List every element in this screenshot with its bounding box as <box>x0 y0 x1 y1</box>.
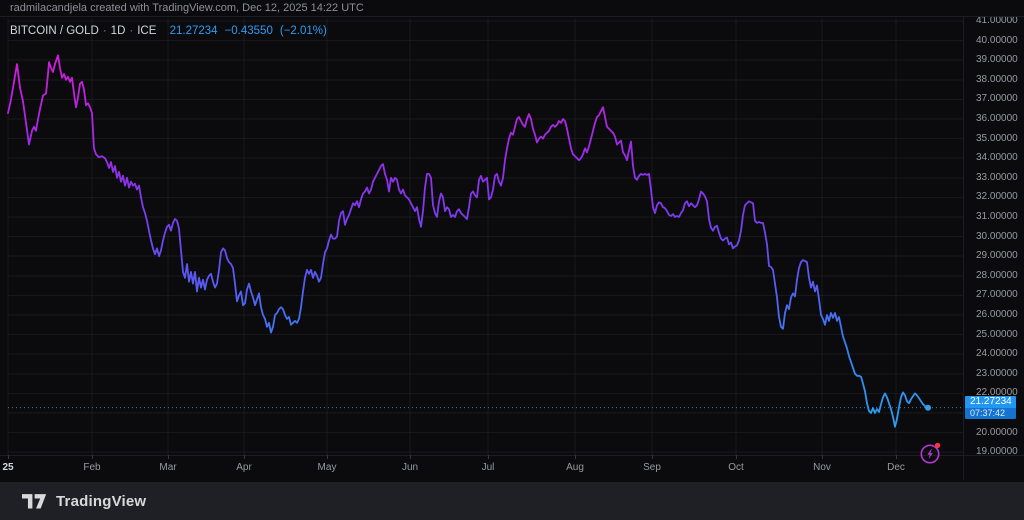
price-scale-separator <box>963 17 964 480</box>
price-change-percent: (−2.01%) <box>279 25 327 37</box>
time-scale-label: Apr <box>236 462 252 473</box>
time-scale-label: Jul <box>481 462 495 473</box>
price-line-series <box>7 54 929 428</box>
time-scale-tick <box>327 455 328 459</box>
last-price-values: 21.27234 −0.43550 (−2.01%) <box>170 25 334 37</box>
price-scale-label: 31.00000 <box>976 211 1018 222</box>
time-scale-label: Aug <box>566 462 584 473</box>
time-scale-label: Sep <box>643 462 661 473</box>
time-scale-label: 25 <box>2 462 14 473</box>
price-scale-label: 19.00000 <box>976 446 1018 458</box>
last-price-axis-label: 21.27234 07:37:42 <box>965 395 1016 419</box>
notification-dot <box>934 442 941 449</box>
price-scale-label: 32.00000 <box>976 191 1018 203</box>
last-price-axis-value: 21.27234 <box>965 395 1016 408</box>
exchange-label: ICE <box>137 25 157 37</box>
time-scale-tick <box>8 455 9 459</box>
price-scale-label: 41.00000 <box>976 15 1018 26</box>
time-scale-tick <box>244 455 245 459</box>
price-scale-label: 33.00000 <box>976 171 1018 183</box>
tradingview-brand-text[interactable]: TradingView <box>56 492 147 510</box>
price-scale-label: 26.00000 <box>976 309 1018 320</box>
price-scale-label: 30.00000 <box>976 230 1018 242</box>
price-scale-label: 40.00000 <box>976 34 1018 46</box>
lightning-icon <box>920 442 941 464</box>
time-scale-tick <box>575 455 576 459</box>
price-scale-label: 29.00000 <box>976 250 1018 262</box>
symbol-legend: BITCOIN / GOLD · 1D · ICE 21.27234 −0.43550 (−… <box>10 25 334 37</box>
last-price: 21.27234 <box>169 25 218 37</box>
price-scale-label: 38.00000 <box>976 73 1018 85</box>
price-scale-label: 27.00000 <box>976 289 1018 301</box>
time-scale-tick <box>168 455 169 459</box>
time-scale-label: Dec <box>887 462 905 473</box>
time-scale-label: Mar <box>159 462 177 473</box>
time-scale-label: Nov <box>813 462 831 473</box>
symbol-title[interactable]: BITCOIN / GOLD · 1D · ICE <box>10 25 157 37</box>
time-scale-tick <box>896 455 897 459</box>
footer-bar: TradingView <box>0 482 1024 520</box>
time-scale-tick <box>652 455 653 459</box>
price-scale-label: 24.00000 <box>976 348 1018 360</box>
price-scale-label: 22.00000 <box>976 387 1018 399</box>
bar-close-countdown: 07:37:42 <box>965 407 1016 419</box>
time-scale-separator <box>0 455 1024 456</box>
time-scale-tick <box>736 455 737 459</box>
lightning-alert-button[interactable] <box>917 440 943 466</box>
price-change: −0.43550 <box>224 25 273 37</box>
time-scale-label: Oct <box>728 462 744 473</box>
time-scale-tick <box>488 455 489 459</box>
price-scale-label: 23.00000 <box>976 367 1018 379</box>
price-scale-label: 28.00000 <box>976 269 1018 281</box>
time-scale-tick <box>92 455 93 459</box>
price-scale-label: 37.00000 <box>976 93 1018 105</box>
time-scale-label: May <box>317 462 337 473</box>
last-price-marker <box>925 404 931 411</box>
attribution-bar: radmilacandjela created with TradingView… <box>0 0 1024 17</box>
time-scale-label: Jun <box>401 462 419 473</box>
time-scale-tick <box>410 455 411 459</box>
attribution-text: radmilacandjela created with TradingView… <box>10 2 364 14</box>
price-scale-label: 35.00000 <box>976 132 1018 144</box>
price-scale-label: 25.00000 <box>976 328 1018 340</box>
price-scale-label: 20.00000 <box>976 426 1018 438</box>
tradingview-logo-icon[interactable] <box>22 493 48 509</box>
price-scale-label: 34.00000 <box>976 152 1018 164</box>
time-scale-tick <box>822 455 823 459</box>
interval-label: 1D <box>110 25 126 37</box>
price-scale-label: 39.00000 <box>976 54 1018 66</box>
price-scale-label: 36.00000 <box>976 113 1018 124</box>
time-scale-label: Feb <box>83 462 101 473</box>
